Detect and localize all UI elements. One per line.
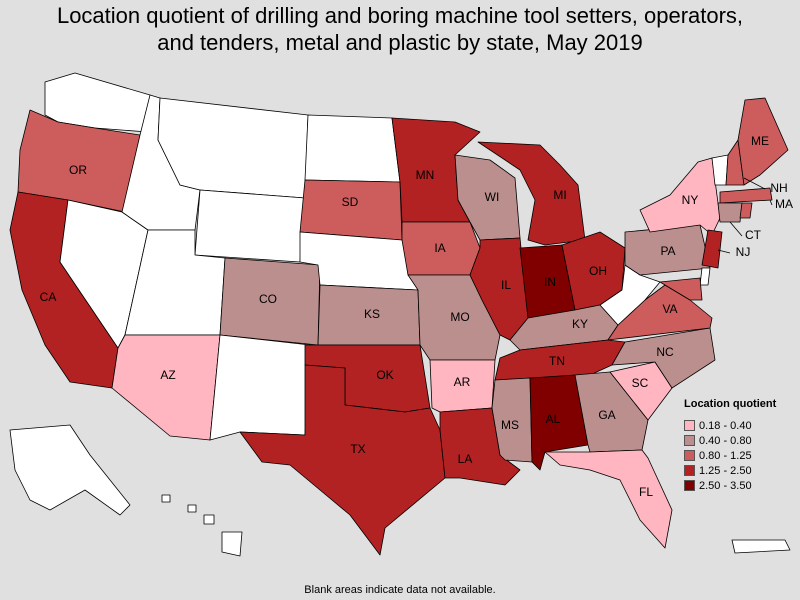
state-md <box>659 277 703 301</box>
state-label-al: AL <box>546 412 561 426</box>
leader-line-ct <box>729 221 743 237</box>
state-label-ia: IA <box>434 241 445 255</box>
state-label-or: OR <box>69 163 87 177</box>
state-ak <box>9 424 131 516</box>
state-label-sc: SC <box>632 376 649 390</box>
state-vt <box>711 154 729 186</box>
state-label-va: VA <box>662 302 677 316</box>
state-label-ok: OK <box>376 368 393 382</box>
state-hi <box>161 494 243 557</box>
legend-swatch <box>684 465 695 476</box>
title-line-1: Location quotient of drilling and boring… <box>56 3 744 28</box>
state-ri <box>739 202 753 219</box>
state-ma <box>719 187 773 204</box>
state-wy <box>194 189 306 263</box>
legend-swatch <box>684 480 695 491</box>
state-nj <box>701 229 723 269</box>
legend-label: 1.25 - 2.50 <box>699 464 752 477</box>
state-ny <box>639 157 721 236</box>
state-label-ky: KY <box>572 317 588 331</box>
state-me <box>737 97 789 186</box>
footnote: Blank areas indicate data not available. <box>304 584 496 596</box>
state-label-me: ME <box>751 134 769 148</box>
state-label-ga: GA <box>598 408 615 422</box>
state-label-wi: WI <box>485 190 500 204</box>
state-label-ma: MA <box>775 197 793 211</box>
state-label-ar: AR <box>454 375 471 389</box>
state-label-fl: FL <box>639 485 653 499</box>
state-sd <box>299 179 403 241</box>
legend-item: 2.50 - 3.50 <box>684 478 796 493</box>
state-label-ca: CA <box>40 290 57 304</box>
title-line-2: and tenders, metal and plastic by state,… <box>157 30 643 55</box>
state-label-pa: PA <box>660 244 675 258</box>
state-ct <box>717 202 743 223</box>
state-nm <box>209 334 311 441</box>
state-label-mn: MN <box>416 168 435 182</box>
legend-item: 0.80 - 1.25 <box>684 448 796 463</box>
state-label-ks: KS <box>364 307 380 321</box>
state-mi <box>477 141 586 246</box>
legend-title: Location quotient <box>684 398 777 410</box>
state-wa <box>44 72 151 133</box>
state-de <box>699 267 711 286</box>
state-pr <box>731 539 791 554</box>
leader-line-nj <box>717 249 731 254</box>
state-wv <box>599 264 661 326</box>
legend-label: 0.40 - 0.80 <box>699 434 752 447</box>
legend-swatch <box>684 420 695 431</box>
state-label-la: LA <box>458 452 473 466</box>
state-label-tn: TN <box>549 354 565 368</box>
state-fl <box>544 449 673 549</box>
legend-item: 0.40 - 0.80 <box>684 433 796 448</box>
state-label-sd: SD <box>342 195 359 209</box>
state-label-ct: CT <box>745 228 762 242</box>
legend-swatch <box>684 435 695 446</box>
legend-item: 1.25 - 2.50 <box>684 463 796 478</box>
legend-label: 0.80 - 1.25 <box>699 449 752 462</box>
state-az <box>111 334 221 441</box>
state-label-ny: NY <box>682 193 699 207</box>
state-label-in: IN <box>544 275 556 289</box>
legend: Location quotient 0.18 - 0.40 0.40 - 0.80… <box>684 398 796 493</box>
state-label-nj: NJ <box>736 245 751 259</box>
map-title: Location quotient of drilling and boring… <box>0 2 800 56</box>
state-label-nh: NH <box>770 181 787 195</box>
state-label-tx: TX <box>350 442 365 456</box>
legend-label: 0.18 - 0.40 <box>699 419 752 432</box>
state-label-ms: MS <box>501 418 519 432</box>
state-nd <box>304 114 401 183</box>
leader-line-nh <box>743 177 766 190</box>
state-label-mo: MO <box>450 310 469 324</box>
legend-item: 0.18 - 0.40 <box>684 418 796 433</box>
state-mt <box>157 97 309 199</box>
state-label-mi: MI <box>553 188 566 202</box>
state-nc <box>611 327 716 389</box>
leader-line-ma <box>769 199 773 206</box>
legend-label: 2.50 - 3.50 <box>699 479 752 492</box>
state-label-oh: OH <box>589 264 607 278</box>
state-label-nc: NC <box>656 345 674 359</box>
state-label-az: AZ <box>160 368 175 382</box>
legend-swatch <box>684 450 695 461</box>
state-label-il: IL <box>501 278 511 292</box>
state-label-co: CO <box>259 292 277 306</box>
